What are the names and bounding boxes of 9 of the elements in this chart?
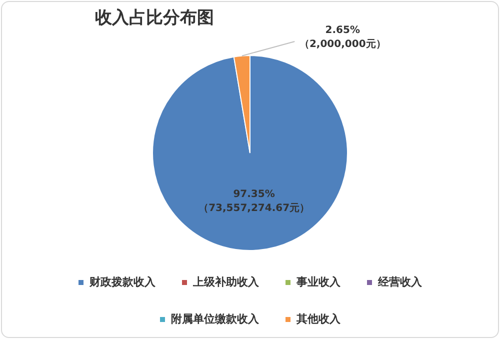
legend-label: 其他收入 — [296, 312, 342, 326]
legend-label: 上级补助收入 — [192, 275, 260, 288]
legend-label: 附属单位缴款收入 — [171, 312, 260, 326]
legend-label: 事业收入 — [296, 275, 342, 288]
legend-label: 财政拨款收入 — [88, 275, 156, 288]
chart-title: 收入占比分布图 — [95, 7, 214, 29]
data-label: 2.65% （2,000,000元） — [299, 25, 386, 50]
legend-label: 经营收入 — [377, 275, 423, 288]
data-label: 97.35% （73,557,274.67元） — [198, 189, 310, 214]
